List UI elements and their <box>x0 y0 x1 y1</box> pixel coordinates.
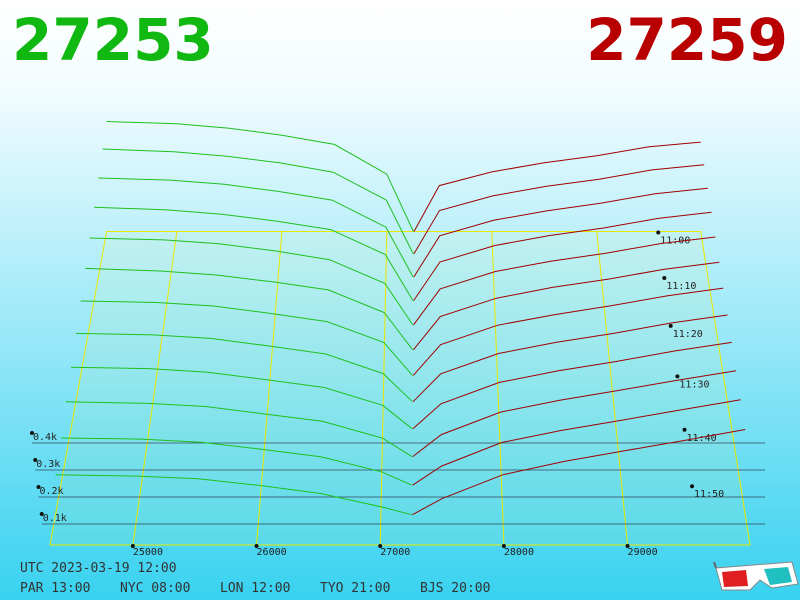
time-tick-label: 11:30 <box>679 379 709 390</box>
bid-depth-line <box>85 267 414 351</box>
y-tick-label: 0.1k <box>43 513 67 524</box>
clock-label: PAR 13:00 <box>20 581 90 596</box>
clock-label: LON 12:00 <box>220 581 290 596</box>
x-tick <box>501 544 506 548</box>
y-tick <box>33 458 38 462</box>
x-tick-label: 28000 <box>504 547 534 558</box>
time-tick <box>662 275 667 280</box>
x-tick-label: 25000 <box>133 547 163 558</box>
bid-price: 27253 <box>12 6 214 74</box>
bid-depth-line <box>55 474 412 516</box>
plot: 25000 26000 27000 28000 29000 0.1k 0.2k 0.3k 0.4… <box>30 121 765 558</box>
3d-glasses-icon <box>713 561 799 591</box>
bid-depth-line <box>80 300 413 376</box>
ask-depth-line <box>412 429 746 516</box>
clock-label: NYC 08:00 <box>120 581 190 596</box>
x-tick <box>378 544 383 548</box>
clocks: PAR 13:00 NYC 08:00 LON 12:00 TYO 21:00 BJS … <box>20 581 490 596</box>
bid-depth-line <box>70 366 413 430</box>
time-tick <box>690 484 695 489</box>
ask-depth-line <box>412 370 737 457</box>
time-tick-label: 11:00 <box>660 235 690 246</box>
clock-label: TYO 21:00 <box>320 581 390 596</box>
floor <box>49 230 751 546</box>
x-tick-label: 29000 <box>628 547 658 558</box>
time-tick <box>675 374 680 379</box>
ask-price: 27259 <box>586 6 788 74</box>
x-tick-label: 26000 <box>257 547 287 558</box>
bid-depth-line <box>60 437 413 486</box>
time-tick <box>682 427 687 432</box>
y-tick-label: 0.4k <box>33 432 57 443</box>
ask-depth-line <box>413 236 716 326</box>
time-tick <box>656 230 661 235</box>
x-grid-line <box>256 231 283 546</box>
bid-depth-line <box>75 332 413 403</box>
ask-depth-line <box>412 399 741 486</box>
time-tick <box>668 323 673 328</box>
time-tick-label: 11:20 <box>673 329 703 340</box>
ask-depth-line <box>412 314 728 403</box>
ask-depth-line <box>412 341 732 430</box>
time-tick-label: 11:40 <box>687 433 717 444</box>
x-grid-line <box>491 231 505 546</box>
x-tick <box>254 544 259 548</box>
time-tick-label: 11:10 <box>666 281 696 292</box>
x-tick <box>625 544 630 548</box>
ask-depth-line <box>413 164 705 255</box>
x-tick <box>130 544 135 548</box>
utc-time: UTC 2023-03-19 12:00 <box>20 561 177 576</box>
ask-depth-line <box>413 261 720 351</box>
ask-depth-line <box>412 287 724 376</box>
x-tick-label: 27000 <box>380 547 410 558</box>
x-grid-line <box>132 231 178 546</box>
y-tick <box>39 512 44 516</box>
ask-depth-line <box>413 187 708 278</box>
bid-depth-line <box>102 148 414 255</box>
y-tick <box>30 431 34 435</box>
y-tick-label: 0.3k <box>36 459 60 470</box>
y-tick <box>36 485 41 489</box>
ask-depth-line <box>413 211 712 301</box>
bid-depth-line <box>98 177 414 278</box>
bid-depth-line <box>65 401 413 458</box>
time-tick-label: 11:50 <box>694 489 724 500</box>
x-grid-line <box>379 231 388 546</box>
x-grid-line <box>596 231 629 546</box>
bid-depth-line <box>89 237 414 326</box>
ask-depth-line <box>413 141 701 232</box>
y-tick-label: 0.2k <box>40 486 64 497</box>
clock-label: BJS 20:00 <box>420 581 490 596</box>
bid-depth-line <box>106 121 414 232</box>
bid-depth-line <box>94 206 414 301</box>
